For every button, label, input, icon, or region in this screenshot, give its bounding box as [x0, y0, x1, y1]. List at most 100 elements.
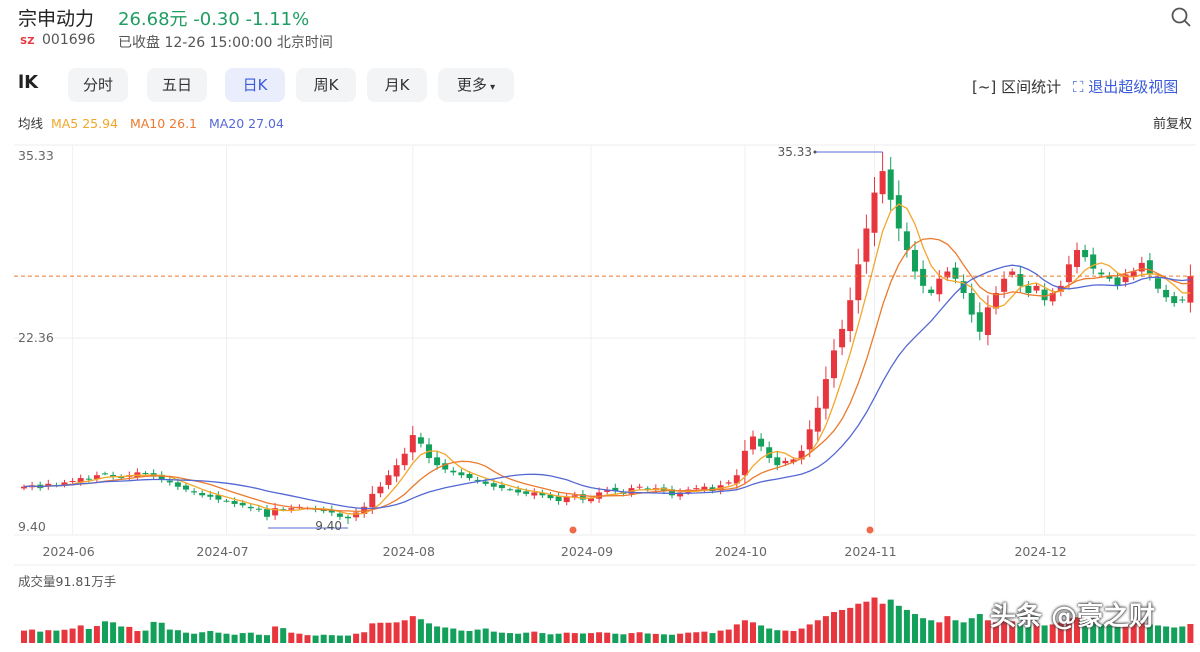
candle-body [45, 483, 52, 487]
volume-bar [701, 631, 708, 643]
candle-body [1163, 289, 1170, 298]
volume-bar [709, 633, 716, 643]
volume-bar [482, 628, 489, 643]
volume-bar [790, 631, 797, 643]
tab-five-day[interactable]: 五日 [147, 68, 207, 102]
candle-body [1171, 296, 1178, 304]
candle-body [798, 450, 805, 460]
market-status: 已收盘 12-26 15:00:00 北京时间 [118, 35, 333, 51]
candle-body [1187, 276, 1194, 303]
price-tick-label: 22.36 [18, 330, 54, 345]
volume-bar [1082, 620, 1089, 643]
adjust-mode[interactable]: 前复权 [1152, 117, 1192, 132]
candle-body [766, 447, 773, 459]
collapse-k-icon[interactable]: lK [18, 72, 39, 93]
tab-weekly-k[interactable]: 周K [296, 68, 356, 102]
candle-body [733, 475, 740, 484]
volume-bar [928, 620, 935, 643]
candle-body [879, 171, 886, 195]
ma10-line [23, 237, 1191, 513]
candle-body [669, 489, 675, 496]
volume-bar [288, 632, 295, 643]
candle-body [280, 509, 287, 511]
volume-bar [1163, 626, 1170, 643]
volume-bar [1130, 623, 1137, 643]
event-marker [569, 526, 577, 534]
volume-bar [223, 633, 230, 643]
volume-bar [863, 601, 870, 643]
candle-body [984, 307, 991, 336]
volume-bar [539, 633, 546, 643]
volume-bar [442, 627, 449, 643]
candle-body [1179, 299, 1186, 301]
volume-bar [142, 630, 149, 643]
candle-body [725, 482, 732, 484]
candle-body [158, 474, 165, 480]
candle-body [612, 487, 619, 492]
volume-bar [831, 612, 837, 643]
candle-body [547, 494, 554, 499]
volume-bar [328, 635, 335, 643]
candle-body [903, 231, 910, 250]
volume-bar [490, 631, 497, 643]
volume-bar [660, 634, 667, 643]
tab-more-label: 更多 [456, 76, 487, 94]
volume-bar [393, 622, 400, 643]
exit-super-view-button[interactable]: ⛶ 退出超级视图 [1073, 76, 1178, 97]
range-stats-button[interactable]: [~] 区间统计 [972, 76, 1061, 97]
volume-bar [1138, 622, 1145, 643]
candle-body [69, 480, 76, 482]
volume-bar [1001, 619, 1008, 643]
volume-bar [1179, 626, 1186, 643]
candle-body [458, 472, 465, 476]
volume-bar [604, 632, 611, 643]
candle-body [434, 457, 441, 466]
volume-bar [652, 633, 659, 643]
volume-bar [912, 614, 918, 643]
volume-bar [571, 633, 578, 643]
volume-bar [247, 632, 254, 643]
candle-body [1074, 249, 1080, 267]
volume-bar [612, 633, 619, 643]
candle-body [183, 485, 189, 490]
candle-body [579, 494, 586, 500]
candle-body [677, 492, 684, 497]
candle-body [1146, 260, 1153, 275]
volume-bar [968, 618, 975, 643]
volume-bar [976, 614, 983, 643]
candle-body [1155, 278, 1161, 289]
candle-body [385, 475, 392, 485]
candle-body [790, 459, 797, 463]
volume-bar [1033, 623, 1040, 643]
volume-bar [466, 631, 473, 643]
volume-bar [320, 634, 327, 643]
candle-body [912, 249, 918, 272]
volume-bar [636, 632, 643, 643]
ma10-value: MA10 26.1 [129, 116, 198, 131]
max-price-label: 35.33 [778, 145, 812, 159]
volume-bar [855, 603, 862, 643]
volume-bar [936, 622, 943, 643]
candle-body [1130, 271, 1137, 277]
tab-more[interactable]: 更多 ▾ [438, 68, 514, 102]
volume-bar [174, 630, 181, 643]
candle-body [118, 476, 125, 479]
min-price-label: 9.40 [315, 519, 342, 533]
range-icon: [~] [972, 78, 997, 96]
watermark: 头条 @豪之财 [990, 602, 1156, 632]
candle-body [166, 480, 173, 483]
search-icon[interactable] [1170, 6, 1192, 28]
volume-bar [579, 633, 586, 643]
volume-bar [1017, 623, 1024, 643]
candle-body [758, 438, 765, 447]
volume-bar [434, 626, 441, 643]
tab-intraday[interactable]: 分时 [68, 68, 128, 102]
volume-bar [102, 621, 108, 643]
tab-monthly-k[interactable]: 月K [367, 68, 427, 102]
stock-code: 001696 [42, 32, 96, 48]
tab-daily-k[interactable]: 日K [225, 68, 285, 102]
candle-body [1122, 274, 1129, 283]
volume-bar [53, 630, 60, 643]
volume-bar [304, 635, 311, 643]
